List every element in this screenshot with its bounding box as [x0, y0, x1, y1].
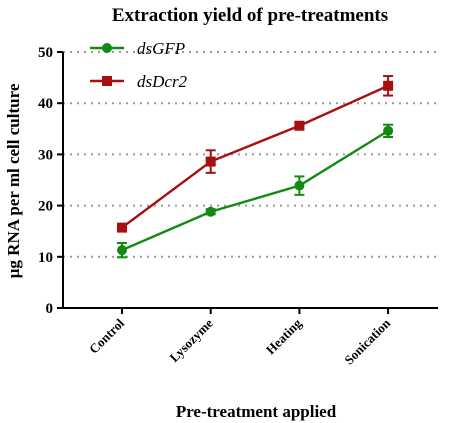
y-axis-label: µg RNA per ml cell culture: [4, 83, 23, 278]
legend: dsGFP dsDcr2: [90, 39, 188, 91]
y-tick-label: 0: [46, 301, 54, 317]
data-point-dsGFP: [383, 125, 394, 136]
series-group: [117, 75, 394, 259]
x-tick-label: Lysozyme: [166, 315, 216, 365]
data-point-dsGFP: [205, 206, 216, 217]
x-axis-ticks: Control Lysozyme Heating Sonication: [86, 308, 394, 367]
series-line-dsGFP: [121, 129, 389, 252]
data-point-dsGFP: [117, 245, 127, 256]
data-point-dsDcr2: [205, 156, 216, 167]
y-tick-label: 30: [38, 147, 53, 163]
data-point-dsDcr2: [117, 222, 127, 233]
legend-label-dsGFP: dsGFP: [137, 39, 185, 58]
chart-title: Extraction yield of pre-treatments: [112, 5, 388, 26]
y-tick-label: 50: [38, 45, 53, 61]
data-point-dsDcr2: [294, 120, 305, 131]
y-tick-label: 20: [38, 199, 53, 215]
y-tick-label: 40: [38, 96, 53, 112]
series-line-dsDcr2: [121, 84, 389, 229]
x-axis-label: Pre-treatment applied: [176, 402, 337, 421]
y-tick-label: 10: [38, 250, 53, 266]
y-axis-ticks: 0 10 20 30 40 50: [38, 45, 63, 317]
legend-marker-dsDcr2: [102, 76, 112, 86]
legend-label-dsDcr2: dsDcr2: [137, 72, 188, 91]
legend-marker-dsGFP: [102, 43, 112, 53]
x-tick-label: Sonication: [341, 315, 394, 368]
x-tick-label: Heating: [263, 315, 305, 357]
axes: [62, 52, 438, 309]
data-point-dsDcr2: [383, 80, 394, 91]
data-point-dsGFP: [294, 180, 305, 191]
x-tick-label: Control: [86, 315, 127, 356]
